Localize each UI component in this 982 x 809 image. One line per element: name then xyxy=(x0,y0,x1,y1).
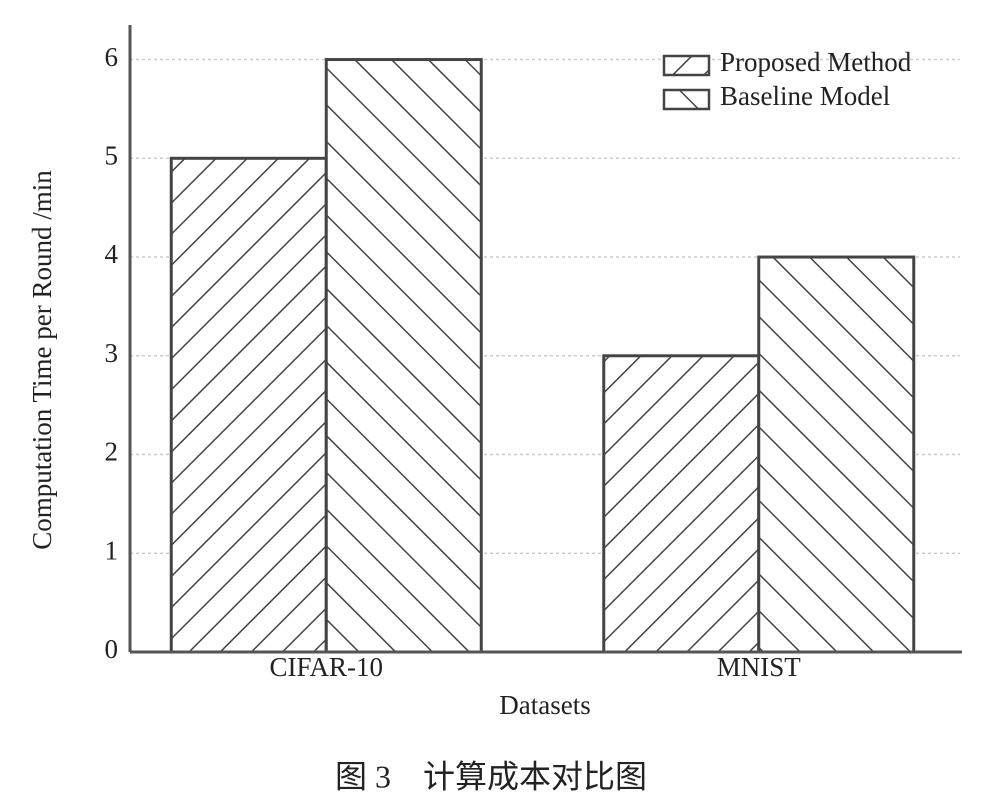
y-tick-label: 1 xyxy=(105,535,119,565)
x-tick-label: MNIST xyxy=(717,652,802,682)
x-tick-label: CIFAR-10 xyxy=(269,652,383,682)
caption: 图 3 计算成本对比图 xyxy=(335,758,647,794)
legend-label: Proposed Method xyxy=(720,47,912,77)
legend-swatch xyxy=(662,54,711,77)
y-tick-label: 6 xyxy=(105,42,119,72)
y-tick-label: 4 xyxy=(105,239,119,269)
y-axis-label: Computation Time per Round /min xyxy=(27,170,57,550)
y-tick-label: 2 xyxy=(105,437,119,467)
y-tick-label: 3 xyxy=(105,338,119,368)
x-axis-label: Datasets xyxy=(499,690,590,720)
bar xyxy=(602,354,761,654)
legend-swatch xyxy=(662,88,711,111)
bar xyxy=(169,156,328,654)
y-tick-label: 5 xyxy=(105,141,119,171)
bar xyxy=(324,58,483,654)
bar xyxy=(757,255,916,654)
y-tick-label: 0 xyxy=(105,634,119,664)
legend-label: Baseline Model xyxy=(720,81,890,111)
